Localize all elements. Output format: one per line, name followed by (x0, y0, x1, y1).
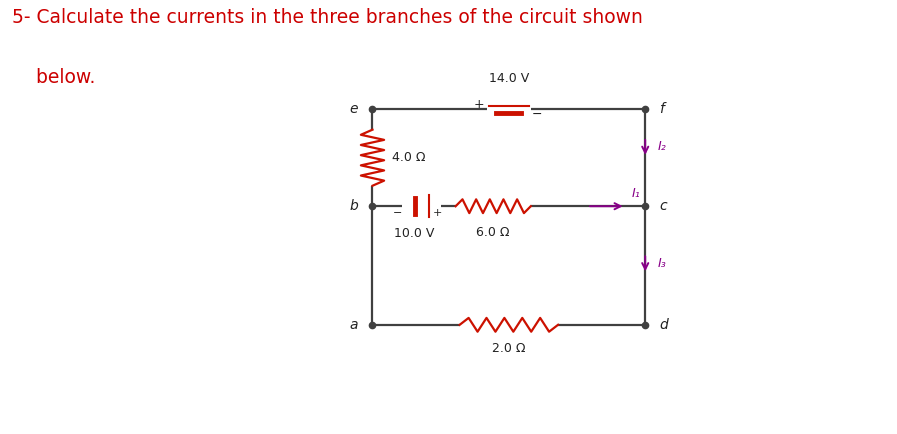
Text: +: + (432, 207, 442, 217)
Text: 6.0 Ω: 6.0 Ω (476, 226, 510, 239)
Text: I₃: I₃ (658, 257, 666, 270)
Text: b: b (350, 199, 358, 213)
Text: d: d (659, 318, 668, 332)
Text: below.: below. (13, 68, 95, 87)
Text: −: − (531, 108, 542, 121)
Text: 4.0 Ω: 4.0 Ω (392, 151, 426, 164)
Text: e: e (350, 102, 358, 116)
Text: a: a (350, 318, 358, 332)
Text: 2.0 Ω: 2.0 Ω (492, 342, 526, 355)
Text: −: − (393, 207, 402, 217)
Text: +: + (474, 98, 483, 111)
Text: f: f (659, 102, 665, 116)
Text: I₁: I₁ (631, 187, 640, 200)
Text: c: c (659, 199, 667, 213)
Text: I₂: I₂ (658, 141, 666, 154)
Text: 5- Calculate the currents in the three branches of the circuit shown: 5- Calculate the currents in the three b… (13, 8, 643, 27)
Text: 10.0 V: 10.0 V (395, 227, 435, 240)
Text: 14.0 V: 14.0 V (489, 72, 529, 85)
